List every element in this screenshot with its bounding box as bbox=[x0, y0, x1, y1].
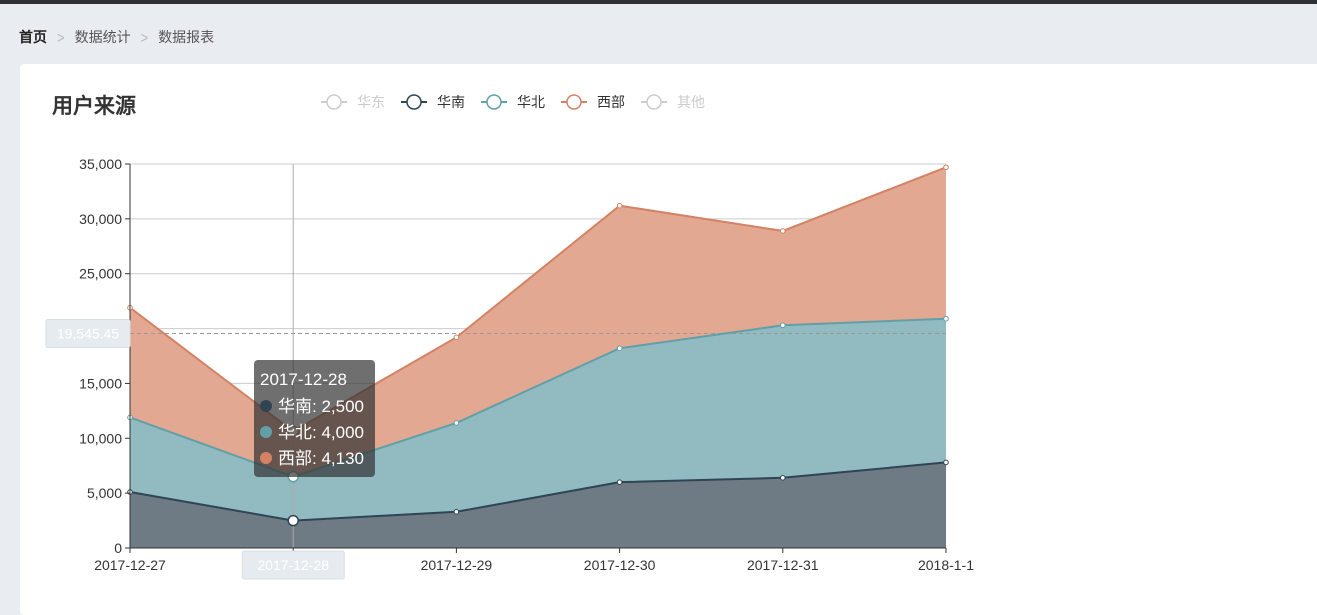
breadcrumb: 首页 > 数据统计 > 数据报表 bbox=[19, 27, 214, 47]
point-西部-2018-1-1[interactable] bbox=[943, 164, 949, 171]
tooltip-item: 西部: 4,130 bbox=[278, 449, 364, 468]
point-华南-2017-12-31[interactable] bbox=[780, 474, 786, 481]
legend-label: 华南 bbox=[437, 94, 465, 110]
legend-circle-icon bbox=[486, 94, 502, 110]
tooltip: 2017-12-28 华南: 2,500 华北: 4,000 西部: 4,130 bbox=[254, 360, 375, 477]
axis-pointer-y-label-text: 19,545.45 bbox=[57, 326, 119, 342]
point-华北-2017-12-31[interactable] bbox=[780, 322, 786, 329]
x-tick-label: 2017-12-27 bbox=[94, 557, 166, 573]
tooltip-dot-icon bbox=[260, 400, 272, 412]
tooltip-item: 华北: 4,000 bbox=[278, 423, 364, 442]
legend-label: 其他 bbox=[677, 94, 705, 110]
legend-item-其他[interactable]: 其他 bbox=[641, 94, 705, 110]
chart-title: 用户来源 bbox=[52, 95, 136, 118]
line-华南 bbox=[129, 461, 947, 522]
axis-pointer-y-label-bg bbox=[45, 319, 131, 349]
breadcrumb-separator-icon: > bbox=[140, 28, 149, 46]
y-tick-label: 30,000 bbox=[79, 211, 122, 227]
y-tick-label: 15,000 bbox=[79, 375, 122, 391]
breadcrumb-separator-icon: > bbox=[57, 28, 65, 46]
axis-pointer-x-label-text: 2017-12-28 bbox=[257, 557, 329, 573]
legend-label: 华东 bbox=[357, 94, 385, 110]
axis-pointer-x-label-bg bbox=[241, 550, 345, 580]
y-tick-label: 25,000 bbox=[79, 266, 122, 282]
legend-circle-icon bbox=[566, 94, 582, 110]
legend-item-西部[interactable]: 西部 bbox=[561, 94, 625, 110]
x-tick-label: 2017-12-31 bbox=[747, 557, 819, 573]
axis-pointer-y-label: 19,545.45 bbox=[45, 319, 131, 349]
x-tick-label: 2018-1-1 bbox=[918, 557, 974, 573]
y-tick-label: 10,000 bbox=[79, 430, 122, 446]
breadcrumb-home[interactable]: 首页 bbox=[19, 29, 47, 45]
legend-item-华南[interactable]: 华南 bbox=[401, 94, 465, 110]
point-华南-2017-12-30[interactable] bbox=[616, 479, 623, 485]
point-华南-2017-12-29[interactable] bbox=[453, 508, 460, 515]
breadcrumb-data-report: 数据报表 bbox=[158, 29, 215, 45]
point-华南-2018-1-1[interactable] bbox=[943, 459, 949, 466]
breadcrumb-data-stats[interactable]: 数据统计 bbox=[74, 29, 131, 45]
x-tick-label: 2017-12-29 bbox=[421, 557, 493, 573]
tooltip-dot-icon bbox=[260, 426, 272, 438]
point-华北-2017-12-30[interactable] bbox=[616, 345, 623, 352]
point-西部-2017-12-30[interactable] bbox=[616, 202, 623, 209]
y-tick-label: 35,000 bbox=[79, 156, 122, 172]
y-tick-label: 0 bbox=[114, 540, 122, 556]
top-bar bbox=[0, 0, 1317, 4]
legend-label: 西部 bbox=[597, 94, 625, 110]
tooltip-title: 2017-12-28 bbox=[260, 370, 347, 389]
tooltip-item: 华南: 2,500 bbox=[278, 397, 364, 416]
point-西部-2017-12-29[interactable] bbox=[453, 334, 460, 341]
legend-label: 华北 bbox=[517, 94, 545, 110]
y-tick-label: 5,000 bbox=[87, 485, 122, 501]
area-华南 bbox=[130, 462, 946, 548]
legend-item-华北[interactable]: 华北 bbox=[481, 94, 545, 110]
tooltip-bg bbox=[254, 360, 375, 477]
legend-item-华东[interactable]: 华东 bbox=[321, 94, 385, 110]
area-西部 bbox=[130, 167, 946, 477]
axis-pointer-x-label: 2017-12-28 bbox=[241, 550, 345, 580]
tooltip-dot-icon bbox=[260, 452, 272, 464]
legend-circle-icon bbox=[646, 94, 662, 110]
point-华南-2017-12-28[interactable] bbox=[287, 514, 299, 527]
legend-circle-icon bbox=[326, 94, 342, 110]
point-西部-2017-12-31[interactable] bbox=[780, 228, 786, 234]
legend-circle-icon bbox=[406, 94, 422, 110]
point-华北-2018-1-1[interactable] bbox=[943, 315, 949, 322]
point-华北-2017-12-29[interactable] bbox=[453, 420, 460, 426]
x-tick-label: 2017-12-30 bbox=[584, 557, 656, 573]
